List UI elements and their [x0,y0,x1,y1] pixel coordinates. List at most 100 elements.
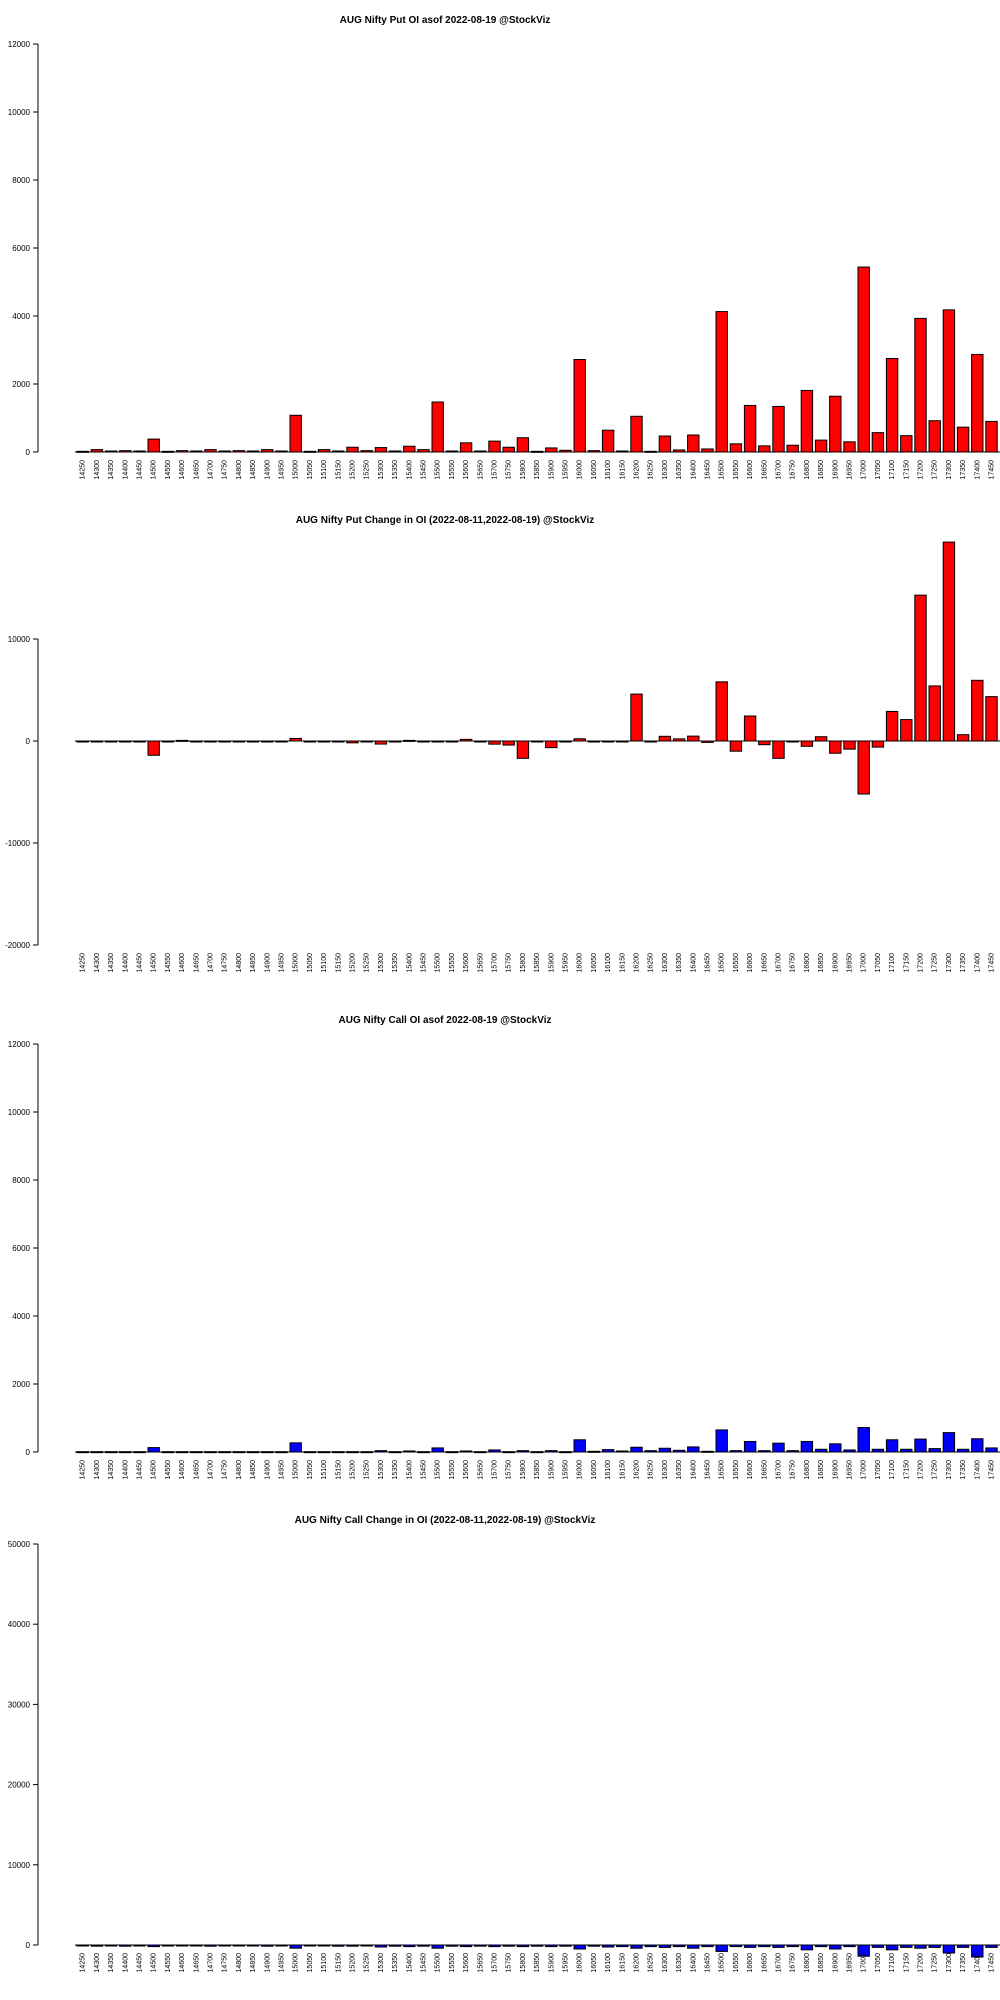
y-tick-label: 0 [26,448,31,457]
bar-15900 [545,740,558,749]
x-tick-label: 15000 [293,953,300,973]
x-tick-label: 15950 [563,953,570,973]
x-tick-label: 17000 [861,1460,868,1480]
x-tick-label: 17050 [875,460,882,480]
x-tick-label: 17400 [974,1460,981,1480]
bar-14500 [147,1447,160,1453]
bar-15000 [289,1944,302,1949]
x-tick-label: 15800 [520,1460,527,1480]
bar-17200 [914,1438,927,1453]
x-tick-label: 14250 [80,1953,87,1973]
x-tick-label: 17150 [903,1953,910,1973]
x-tick-label: 17400 [974,953,981,973]
bar-15050 [303,740,317,743]
bar-15800 [516,740,530,759]
x-tick-label: 15200 [350,1460,357,1480]
x-tick-label: 16850 [818,953,825,973]
x-tick-label: 14700 [208,1460,215,1480]
x-tick-label: 15900 [548,953,555,973]
x-tick-label: 15350 [392,460,399,480]
x-tick-label: 15200 [350,1953,357,1973]
x-tick-label: 16000 [577,460,584,480]
x-tick-label: 14900 [264,1953,271,1973]
bar-15700 [488,440,501,453]
x-tick-label: 15950 [563,460,570,480]
bar-15100 [317,1451,331,1454]
x-tick-label: 14550 [165,460,172,480]
bar-15350 [388,1451,402,1454]
x-tick-label: 15050 [307,460,314,480]
bar-16100 [601,429,615,453]
bar-15650 [474,1451,487,1454]
bar-16500 [715,1944,728,1952]
y-tick-label: 40000 [8,1620,31,1629]
x-tick-label: 15900 [548,1460,555,1480]
bar-16300 [658,435,672,453]
bar-15600 [459,738,473,742]
bar-16350 [672,1944,686,1948]
bar-16250 [644,450,657,453]
x-tick-label: 15550 [449,460,456,480]
y-tick-label: 10000 [8,1861,31,1870]
x-tick-label: 16350 [676,1953,683,1973]
bar-16350 [672,1449,686,1453]
x-tick-label: 15850 [534,1460,541,1480]
bar-15250 [360,740,373,743]
x-tick-label: 17150 [903,460,910,480]
x-tick-label: 14600 [179,1460,186,1480]
bar-17400 [971,679,984,742]
x-tick-label: 14850 [250,1953,257,1973]
bar-15200 [346,446,359,453]
x-tick-label: 14750 [222,460,229,480]
bar-16800 [800,740,814,747]
x-tick-label: 15800 [520,1953,527,1973]
x-tick-label: 15800 [520,460,527,480]
x-tick-label: 15150 [335,460,342,480]
bar-16150 [616,450,629,453]
bar-16900 [829,1443,842,1453]
x-tick-label: 14950 [279,460,286,480]
bar-14600 [175,1944,189,1947]
x-tick-label: 14950 [279,1460,286,1480]
x-tick-label: 16900 [832,953,839,973]
bar-14700 [204,740,217,743]
x-tick-label: 16750 [790,1953,797,1973]
bar-17400 [971,353,984,453]
y-tick-label: 10000 [8,1108,31,1117]
x-tick-label: 14350 [108,1460,115,1480]
x-tick-label: 16250 [648,1460,655,1480]
x-tick-label: 16800 [804,460,811,480]
x-tick-label: 16000 [577,1953,584,1973]
y-tick-label: 8000 [12,1176,30,1185]
x-tick-label: 15700 [492,1460,499,1480]
x-tick-label: 15000 [293,460,300,480]
x-tick-label: 16900 [832,460,839,480]
bar-14250 [76,450,89,453]
bar-14250 [76,1451,89,1454]
x-tick-label: 15700 [492,460,499,480]
bar-17450 [985,1447,998,1453]
bar-16750 [786,1450,799,1453]
bar-14700 [204,1451,217,1454]
bar-16050 [587,740,601,743]
bar-17100 [885,1944,899,1951]
x-tick-label: 16250 [648,1953,655,1973]
x-tick-label: 16600 [747,1953,754,1973]
bar-15650 [474,740,487,743]
bar-16400 [687,735,700,742]
x-tick-label: 15500 [435,953,442,973]
x-tick-label: 16950 [847,1460,854,1480]
x-tick-label: 16650 [761,1460,768,1480]
x-tick-label: 17000 [861,1953,868,1973]
bar-16700 [772,1944,785,1948]
x-tick-label: 14400 [122,460,129,480]
x-tick-label: 16200 [634,1953,641,1973]
bar-17300 [942,541,956,742]
bar-16400 [687,1944,700,1949]
bar-17200 [914,317,927,453]
bar-17050 [871,1944,885,1948]
x-tick-label: 15450 [421,1953,428,1973]
chart-panel-1: AUG Nifty Put OI asof 2022-08-19 @StockV… [8,15,1000,479]
bar-17250 [928,1448,941,1453]
bar-17150 [900,719,913,742]
